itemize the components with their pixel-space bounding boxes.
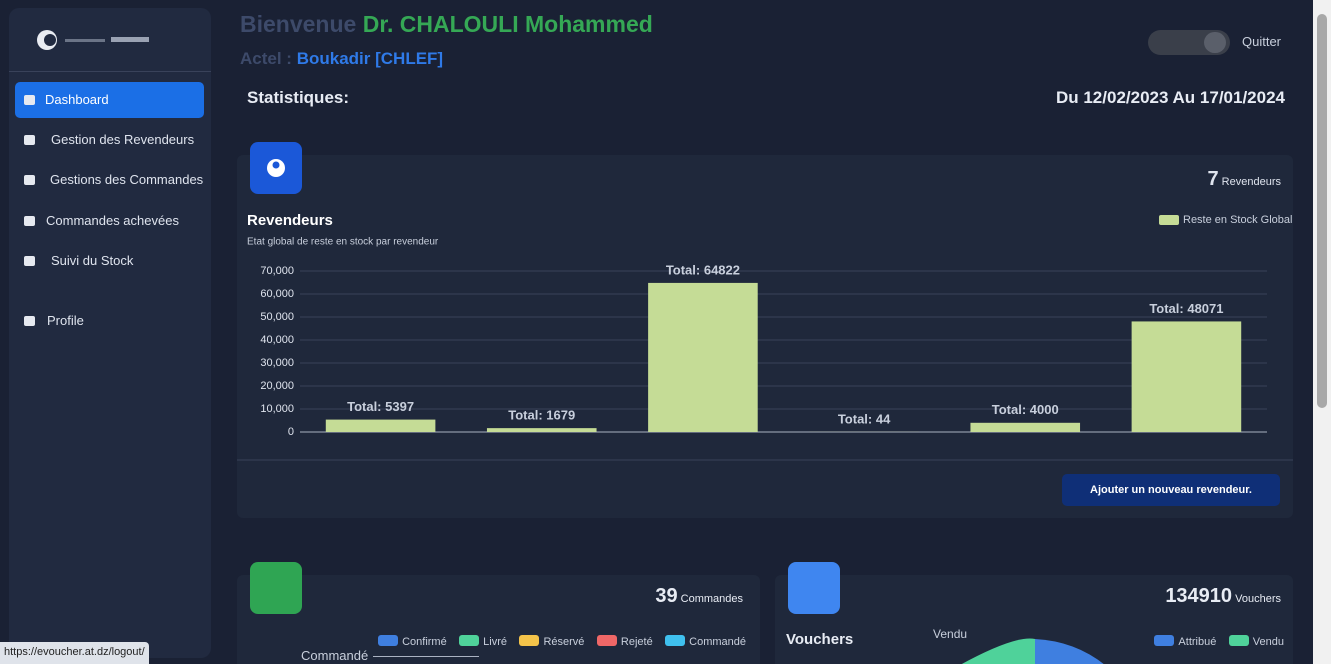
legend-item: Vendu	[1228, 635, 1284, 648]
toggle-knob	[1204, 32, 1226, 53]
legend-item: Réservé	[519, 635, 584, 648]
y-tick-label: 50,000	[260, 311, 294, 323]
y-tick-label: 20,000	[260, 380, 294, 392]
legend: Attribué Vendu	[1146, 632, 1284, 650]
actel-label: Actel :	[240, 49, 292, 68]
status-bar: https://evoucher.at.dz/logout/	[0, 642, 149, 664]
scroll-thumb[interactable]	[1317, 14, 1327, 408]
value-label: Total: 4000	[992, 402, 1059, 417]
quit-link[interactable]: Quitter	[1242, 34, 1282, 49]
y-tick-label: 30,000	[260, 357, 294, 369]
bar	[325, 419, 436, 432]
actel: Actel : Boukadir [CHLEF]	[240, 49, 443, 69]
commandes-icon	[250, 562, 302, 614]
value-label: Total: 5397	[347, 399, 414, 414]
revendeurs-icon	[250, 142, 302, 194]
count: 7 Revendeurs	[1207, 168, 1281, 191]
legend-label: Réservé	[543, 636, 585, 648]
count-value: 7	[1207, 168, 1219, 190]
greeting-word: Bienvenue	[240, 11, 357, 37]
legend-label: Rejeté	[620, 636, 653, 648]
vouchers-icon	[788, 562, 840, 614]
chart-title: Revendeurs	[247, 212, 333, 229]
value-label: Total: 48071	[1149, 301, 1223, 316]
legend-item: Attribué	[1154, 635, 1216, 648]
sidebar: Dashboard Gestion des Revendeurs Gestion…	[9, 8, 211, 658]
logo-mark	[37, 30, 149, 50]
menu-item[interactable]: Gestion des Revendeurs	[15, 122, 204, 158]
count-label: Revendeurs	[1221, 176, 1281, 188]
y-tick-label: 0	[288, 426, 294, 438]
menu-item[interactable]: Suivi du Stock	[15, 243, 204, 279]
theme-toggle[interactable]	[1148, 30, 1230, 55]
menu-item[interactable]: Dashboard	[15, 82, 204, 118]
legend-item: Livré	[459, 635, 507, 648]
greeting: Bienvenue Dr. CHALOULI Mohammed	[240, 11, 653, 38]
chart-subtitle: Etat global de reste en stock par revend…	[247, 237, 439, 248]
axis-line	[373, 656, 479, 657]
count: 39 Commandes	[655, 585, 743, 608]
chart: Revendeurs Etat global de reste en stock …	[237, 212, 1293, 461]
menu-item[interactable]: Profile	[15, 303, 204, 339]
menu-item[interactable]: Commandes achevées	[15, 203, 204, 239]
legend-swatch	[1159, 215, 1179, 225]
legend-label: Commandé	[689, 636, 746, 648]
count: 134910 Vouchers	[1165, 585, 1281, 608]
bar	[648, 282, 758, 432]
menu-label: Profile	[47, 313, 84, 328]
count-value: 39	[655, 585, 678, 607]
legend: Confirmé Livré Réservé Rejeté Commandé	[370, 632, 746, 650]
legend-item: Rejeté	[596, 635, 653, 648]
legend-item: Commandé	[665, 635, 746, 648]
count-value: 134910	[1165, 585, 1233, 607]
bar	[970, 422, 1081, 432]
stats-period: Du 12/02/2023 Au 17/01/2024	[1055, 88, 1285, 107]
legend-label: Livré	[483, 636, 508, 648]
y-tick-label: 40,000	[260, 334, 294, 346]
user-name: Dr. CHALOULI Mohammed	[362, 11, 653, 37]
legend-label: Attribué	[1178, 636, 1217, 648]
add-button[interactable]: Ajouter un nouveau revendeur.	[1062, 474, 1280, 506]
bar	[1131, 321, 1242, 432]
revendeurs-card: Revendeurs Etat global de reste en stock …	[237, 155, 1293, 518]
divider	[9, 71, 211, 72]
menu-label: Gestion des Revendeurs	[51, 132, 195, 147]
value-label: Total: 1679	[508, 408, 575, 423]
y-tick-label: 70,000	[260, 265, 294, 277]
pie	[961, 638, 1104, 664]
legend-label: Reste en Stock Global	[1183, 214, 1292, 226]
legend-label: Vendu	[1252, 636, 1284, 648]
count-label: Commandes	[680, 593, 743, 605]
menu-label: Gestions des Commandes	[50, 172, 204, 187]
user-icon	[267, 159, 285, 177]
menu-item[interactable]: Gestions des Commandes	[15, 162, 204, 198]
scrollbar	[1313, 0, 1331, 664]
menu-label: Commandes achevées	[46, 213, 179, 228]
vouchers-card: 134910 Vouchers Vouchers Vendu Attribué …	[775, 575, 1293, 664]
value-label: Total: 44	[838, 411, 891, 426]
value-label: Total: 64822	[666, 262, 740, 277]
commandes-card: 39 Commandes Confirmé Livré Réservé Reje…	[237, 575, 760, 664]
slice-label: Vendu	[933, 627, 968, 641]
card-title: Vouchers	[786, 631, 854, 648]
menu-label: Suivi du Stock	[51, 253, 134, 268]
legend-item: Confirmé	[378, 635, 447, 648]
axis-label: Commandé	[301, 648, 369, 663]
y-tick-label: 60,000	[260, 288, 294, 300]
stats-title: Statistiques:	[247, 88, 350, 107]
y-tick-label: 10,000	[260, 403, 294, 415]
legend-label: Confirmé	[402, 636, 447, 648]
actel-value: Boukadir [CHLEF]	[296, 49, 444, 68]
logo	[35, 28, 155, 52]
count-label: Vouchers	[1235, 593, 1281, 605]
menu-label: Dashboard	[45, 92, 109, 107]
bar	[486, 428, 597, 432]
